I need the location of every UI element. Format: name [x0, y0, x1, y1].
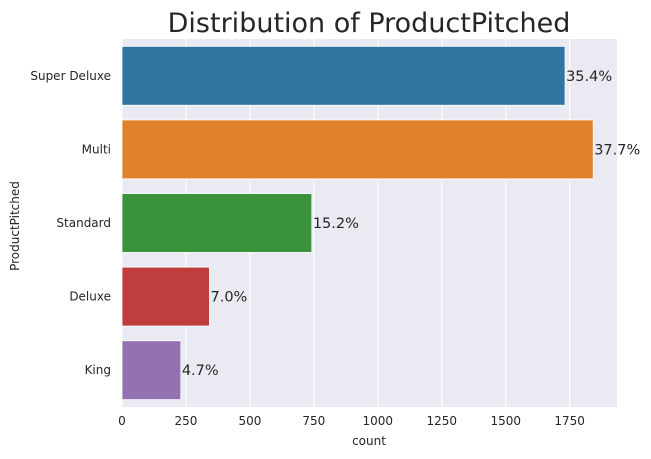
x-tick-label-6: 1500 [490, 414, 521, 428]
y-tick-label-0: Super Deluxe [30, 69, 111, 83]
y-tick-label-4: King [85, 363, 111, 377]
y-tick-label-1: Multi [82, 142, 111, 156]
chart-title: Distribution of ProductPitched [168, 8, 571, 39]
bars [121, 45, 594, 401]
data-label-0: 35.4% [566, 69, 612, 85]
y-tick-labels: Super Deluxe Multi Standard Deluxe King [30, 69, 111, 377]
y-axis-label: ProductPitched [8, 181, 22, 271]
x-tick-label-1: 250 [175, 414, 198, 428]
bar-0 [121, 45, 566, 106]
data-labels: 35.4% 37.7% 15.2% 7.0% 4.7% [182, 69, 640, 379]
y-tick-label-3: Deluxe [69, 290, 111, 304]
data-label-4: 4.7% [182, 363, 219, 379]
x-tick-label-5: 1250 [426, 414, 457, 428]
data-label-2: 15.2% [313, 216, 359, 232]
bar-1 [121, 119, 594, 180]
x-tick-label-2: 500 [238, 414, 261, 428]
data-label-1: 37.7% [594, 142, 640, 158]
bar-2 [121, 193, 313, 253]
x-axis-label: count [352, 434, 386, 448]
x-tick-label-7: 1750 [554, 414, 585, 428]
y-tick-label-2: Standard [56, 216, 111, 230]
bar-4 [121, 340, 182, 401]
data-label-3: 7.0% [210, 290, 247, 306]
bar-3 [121, 266, 210, 327]
x-tick-label-4: 1000 [363, 414, 394, 428]
x-tick-label-3: 750 [302, 414, 325, 428]
x-tick-labels: 0 250 500 750 1000 1250 1500 1750 [118, 414, 585, 428]
x-tick-label-0: 0 [118, 414, 126, 428]
